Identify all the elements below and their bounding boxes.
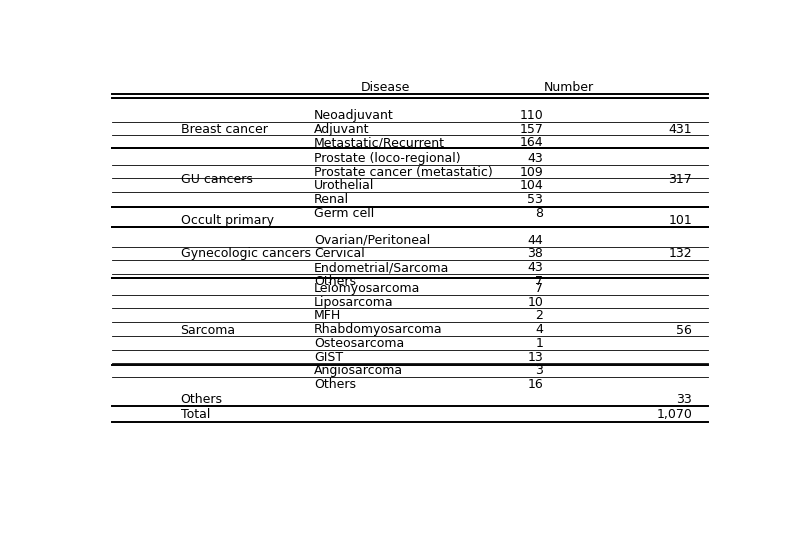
Text: Prostate cancer (metastatic): Prostate cancer (metastatic) — [314, 166, 493, 179]
Text: 4: 4 — [535, 323, 543, 336]
Text: Angiosarcoma: Angiosarcoma — [314, 364, 403, 377]
Text: 7: 7 — [535, 275, 543, 288]
Text: Urothelial: Urothelial — [314, 179, 374, 192]
Text: GIST: GIST — [314, 350, 343, 363]
Text: Leiomyosarcoma: Leiomyosarcoma — [314, 282, 420, 295]
Text: 110: 110 — [519, 109, 543, 122]
Text: Sarcoma: Sarcoma — [181, 325, 236, 338]
Text: Cervical: Cervical — [314, 247, 365, 260]
Text: Ovarian/Peritoneal: Ovarian/Peritoneal — [314, 234, 430, 247]
Text: Total: Total — [181, 408, 210, 421]
Text: 104: 104 — [519, 179, 543, 192]
Text: Gynecologic cancers: Gynecologic cancers — [181, 247, 310, 260]
Text: 317: 317 — [668, 173, 692, 186]
Text: Prostate (loco-regional): Prostate (loco-regional) — [314, 152, 461, 165]
Text: Number: Number — [543, 81, 594, 94]
Text: 431: 431 — [669, 123, 692, 136]
Text: 38: 38 — [527, 247, 543, 260]
Text: GU cancers: GU cancers — [181, 173, 253, 186]
Text: Others: Others — [314, 378, 356, 391]
Text: 2: 2 — [535, 309, 543, 322]
Text: 1: 1 — [535, 337, 543, 350]
Text: 43: 43 — [527, 261, 543, 274]
Text: Renal: Renal — [314, 193, 349, 206]
Text: Rhabdomyosarcoma: Rhabdomyosarcoma — [314, 323, 442, 336]
Text: 1,070: 1,070 — [656, 408, 692, 421]
Text: 43: 43 — [527, 152, 543, 165]
Text: Adjuvant: Adjuvant — [314, 123, 370, 136]
Text: 44: 44 — [527, 234, 543, 247]
Text: 157: 157 — [519, 123, 543, 136]
Text: Occult primary: Occult primary — [181, 214, 274, 227]
Text: 132: 132 — [669, 247, 692, 260]
Text: 7: 7 — [535, 282, 543, 295]
Text: Others: Others — [314, 275, 356, 288]
Text: Liposarcoma: Liposarcoma — [314, 296, 394, 309]
Text: 101: 101 — [668, 214, 692, 227]
Text: 53: 53 — [527, 193, 543, 206]
Text: 109: 109 — [519, 166, 543, 179]
Text: Metastatic/Recurrent: Metastatic/Recurrent — [314, 137, 445, 150]
Text: 33: 33 — [676, 393, 692, 406]
Text: MFH: MFH — [314, 309, 341, 322]
Text: 56: 56 — [676, 325, 692, 338]
Text: Neoadjuvant: Neoadjuvant — [314, 109, 394, 122]
Text: 164: 164 — [520, 137, 543, 150]
Text: Osteosarcoma: Osteosarcoma — [314, 337, 404, 350]
Text: 3: 3 — [535, 364, 543, 377]
Text: 8: 8 — [535, 207, 543, 220]
Text: Disease: Disease — [360, 81, 410, 94]
Text: Endometrial/Sarcoma: Endometrial/Sarcoma — [314, 261, 450, 274]
Text: 13: 13 — [527, 350, 543, 363]
Text: Others: Others — [181, 393, 222, 406]
Text: 10: 10 — [527, 296, 543, 309]
Text: Breast cancer: Breast cancer — [181, 123, 267, 136]
Text: Germ cell: Germ cell — [314, 207, 374, 220]
Text: 16: 16 — [527, 378, 543, 391]
